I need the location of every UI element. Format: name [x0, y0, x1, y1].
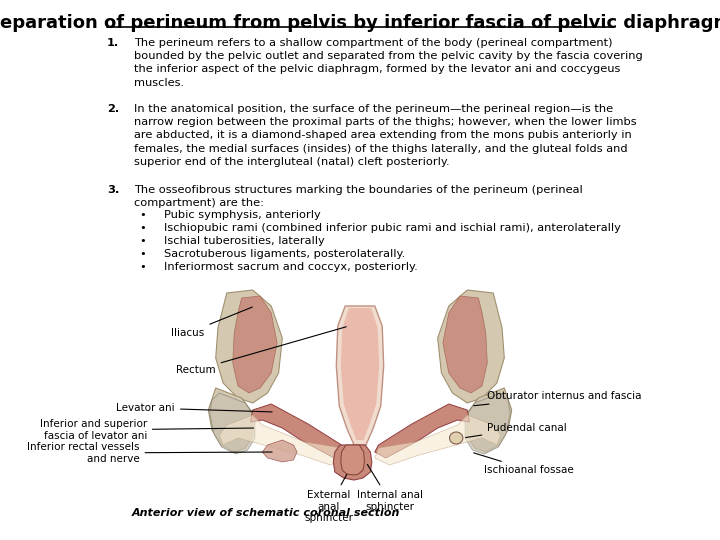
Text: External
anal
sphincter: External anal sphincter: [305, 475, 354, 523]
Text: Inferior rectal vessels
and nerve: Inferior rectal vessels and nerve: [27, 442, 272, 464]
Polygon shape: [262, 440, 297, 462]
Ellipse shape: [449, 432, 463, 444]
Text: Inferior and superior
fascia of levator ani: Inferior and superior fascia of levator …: [40, 419, 253, 441]
Polygon shape: [216, 290, 282, 403]
Polygon shape: [375, 415, 500, 465]
Text: Ischiopubic rami (combined inferior pubic rami and ischial rami), anterolaterall: Ischiopubic rami (combined inferior pubi…: [164, 223, 621, 233]
Text: Ischial tuberosities, laterally: Ischial tuberosities, laterally: [164, 236, 325, 246]
Text: Levator ani: Levator ani: [117, 403, 272, 413]
Text: Pudendal canal: Pudendal canal: [466, 423, 567, 437]
Polygon shape: [443, 296, 487, 393]
Polygon shape: [467, 388, 512, 452]
Polygon shape: [465, 393, 510, 454]
Text: 2.: 2.: [107, 104, 120, 114]
Polygon shape: [251, 404, 345, 458]
Polygon shape: [341, 308, 379, 440]
Polygon shape: [336, 306, 384, 445]
Polygon shape: [210, 393, 255, 454]
Text: •: •: [140, 223, 146, 233]
Polygon shape: [208, 388, 253, 452]
Text: •: •: [140, 249, 146, 259]
Text: In the anatomical position, the surface of the perineum—the perineal region—is t: In the anatomical position, the surface …: [135, 104, 637, 167]
Text: 1.: 1.: [107, 38, 120, 48]
Text: Pubic symphysis, anteriorly: Pubic symphysis, anteriorly: [164, 210, 320, 220]
Text: Obturator internus and fascia: Obturator internus and fascia: [474, 391, 642, 406]
Text: Internal anal
sphincter: Internal anal sphincter: [356, 464, 423, 511]
Text: 3.: 3.: [107, 185, 120, 195]
Polygon shape: [375, 404, 469, 458]
Polygon shape: [341, 445, 364, 475]
Text: Separation of perineum from pelvis by inferior fascia of pelvic diaphragm: Separation of perineum from pelvis by in…: [0, 14, 720, 32]
Text: Sacrotuberous ligaments, posterolaterally.: Sacrotuberous ligaments, posterolaterall…: [164, 249, 405, 259]
Text: The perineum refers to a shallow compartment of the body (perineal compartment)
: The perineum refers to a shallow compart…: [135, 38, 643, 87]
Polygon shape: [220, 415, 345, 465]
Polygon shape: [438, 290, 504, 403]
Text: Rectum: Rectum: [176, 327, 346, 375]
Text: Ischioanal fossae: Ischioanal fossae: [474, 453, 574, 475]
Polygon shape: [333, 445, 372, 480]
Polygon shape: [233, 296, 277, 393]
Text: Iliacus: Iliacus: [171, 307, 252, 338]
Text: Anterior view of schematic coronal section: Anterior view of schematic coronal secti…: [132, 508, 400, 518]
Text: Inferiormost sacrum and coccyx, posteriorly.: Inferiormost sacrum and coccyx, posterio…: [164, 262, 418, 272]
Text: •: •: [140, 236, 146, 246]
Text: The osseofibrous structures marking the boundaries of the perineum (perineal
com: The osseofibrous structures marking the …: [135, 185, 583, 208]
Text: •: •: [140, 262, 146, 272]
Text: •: •: [140, 210, 146, 220]
